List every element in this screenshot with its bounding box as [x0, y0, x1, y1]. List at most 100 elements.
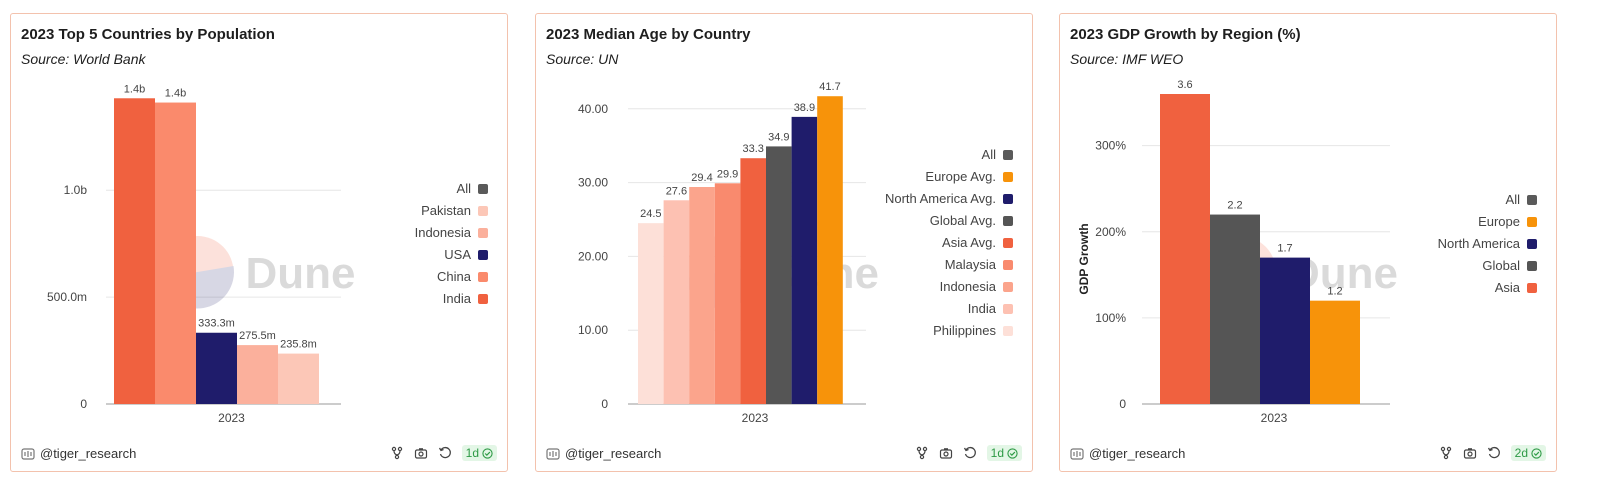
freshness-age: 1d [465, 446, 479, 460]
bar-data-label: 29.9 [717, 168, 738, 180]
population-bar-chart: 0 500.0m 1.0b Dune 1.4b 1.4b 333.3m 275.5m 235.8… [47, 83, 488, 425]
y-tick-label: 30.00 [578, 176, 608, 190]
tiger-avatar-icon [21, 447, 35, 460]
chart-card-gdp-growth: 2023 GDP Growth by Region (%) Source: IM… [1059, 13, 1557, 472]
fork-icon[interactable] [915, 446, 929, 460]
fork-icon[interactable] [390, 446, 404, 460]
x-category-label: 2023 [742, 411, 769, 425]
x-category-label: 2023 [218, 411, 245, 425]
legend-label: Global Avg. [930, 213, 996, 228]
y-tick-label: 1.0b [64, 183, 88, 197]
bar-europe [1310, 300, 1360, 404]
bar-north-america-avg- [791, 116, 818, 404]
chart-title: 2023 GDP Growth by Region (%) [1070, 26, 1301, 43]
legend-swatch [478, 228, 488, 238]
bar-data-label: 24.5 [640, 208, 661, 220]
legend-label: Pakistan [421, 203, 471, 218]
legend-swatch [478, 206, 488, 216]
author-link[interactable]: @tiger_research [1070, 446, 1185, 461]
y-tick-label: 100% [1095, 311, 1126, 325]
legend-label: Asia Avg. [942, 235, 996, 250]
legend-swatch [1003, 282, 1013, 292]
y-tick-label: 300% [1095, 139, 1126, 153]
chart-subtitle: Source: World Bank [21, 51, 146, 67]
legend-swatch [1003, 326, 1013, 336]
x-category-label: 2023 [1261, 411, 1288, 425]
bar-data-label: 1.4b [165, 88, 186, 100]
tiger-avatar-icon [546, 447, 560, 460]
legend-swatch [1003, 304, 1013, 314]
y-tick-label: 0 [1119, 397, 1126, 411]
bar-data-label: 29.4 [691, 172, 712, 184]
tiger-avatar-icon [1070, 447, 1084, 460]
legend-swatch [478, 250, 488, 260]
legend-swatch [1003, 194, 1013, 204]
bar-data-label: 2.2 [1227, 200, 1242, 212]
bar-data-label: 333.3m [198, 318, 235, 330]
bar-usa [196, 332, 237, 404]
legend-swatch [1003, 260, 1013, 270]
bar-data-label: 38.9 [794, 102, 815, 114]
chart-card-median-age: 2023 Median Age by Country Source: UN 0 1… [535, 13, 1033, 472]
y-tick-label: 10.00 [578, 323, 608, 337]
y-tick-label: 200% [1095, 225, 1126, 239]
legend-label: Europe Avg. [925, 169, 996, 184]
legend-label: China [437, 269, 472, 284]
author-link[interactable]: @tiger_research [21, 446, 136, 461]
bar-data-label: 33.3 [742, 143, 763, 155]
legend-label: India [968, 301, 997, 316]
legend-label: North America Avg. [885, 191, 996, 206]
bar-data-label: 235.8m [280, 339, 317, 351]
legend-label: Philippines [933, 323, 996, 338]
legend-swatch [1003, 216, 1013, 226]
bar-data-label: 1.4b [124, 83, 145, 95]
y-tick-label: 20.00 [578, 249, 608, 263]
legend-label: Europe [1478, 214, 1520, 229]
legend-label: All [457, 181, 472, 196]
bar-data-label: 1.2 [1327, 286, 1342, 298]
bar-data-label: 3.6 [1177, 79, 1192, 91]
camera-icon[interactable] [939, 446, 953, 460]
bar-data-label: 1.7 [1277, 243, 1292, 255]
card-footer: @tiger_research 1d [21, 445, 497, 463]
y-tick-label: 0 [601, 397, 608, 411]
card-footer: @tiger_research 1d [546, 445, 1022, 463]
y-tick-label: 40.00 [578, 102, 608, 116]
bar-data-label: 34.9 [768, 131, 789, 143]
chart-title: 2023 Top 5 Countries by Population [21, 26, 275, 43]
author-name: @tiger_research [40, 446, 137, 461]
legend-swatch [1003, 150, 1013, 160]
freshness-badge: 2d [1510, 445, 1546, 461]
legend-label: Indonesia [940, 279, 997, 294]
fork-icon[interactable] [1439, 446, 1453, 460]
chart-subtitle: Source: UN [546, 51, 619, 67]
check-circle-icon [482, 447, 493, 459]
refresh-icon[interactable] [963, 446, 977, 460]
refresh-icon[interactable] [1487, 446, 1501, 460]
camera-icon[interactable] [1463, 446, 1477, 460]
legend-swatch [478, 294, 488, 304]
legend-swatch [1527, 195, 1537, 205]
author-name: @tiger_research [1089, 446, 1186, 461]
legend-label: Asia [1495, 280, 1521, 295]
author-link[interactable]: @tiger_research [546, 446, 661, 461]
author-name: @tiger_research [565, 446, 662, 461]
bar-pakistan [278, 353, 319, 404]
bar-data-label: 41.7 [819, 81, 840, 93]
bar-indonesia [237, 345, 278, 404]
bar-data-label: 275.5m [239, 330, 276, 342]
y-axis-title: GDP Growth [1077, 223, 1091, 294]
refresh-icon[interactable] [438, 446, 452, 460]
legend-label: USA [444, 247, 471, 262]
freshness-badge: 1d [461, 445, 497, 461]
median-age-bar-chart: 010.0020.0030.0040.00Dune24.527.629.429.… [578, 81, 1013, 425]
camera-icon[interactable] [414, 446, 428, 460]
y-tick-label: 0 [80, 397, 87, 411]
bar-malaysia [714, 183, 741, 404]
chart-card-population: 2023 Top 5 Countries by Population Sourc… [10, 13, 508, 472]
legend-swatch [1003, 172, 1013, 182]
chart-subtitle: Source: IMF WEO [1070, 51, 1184, 67]
bar-data-label: 27.6 [666, 185, 687, 197]
check-circle-icon [1007, 447, 1018, 459]
